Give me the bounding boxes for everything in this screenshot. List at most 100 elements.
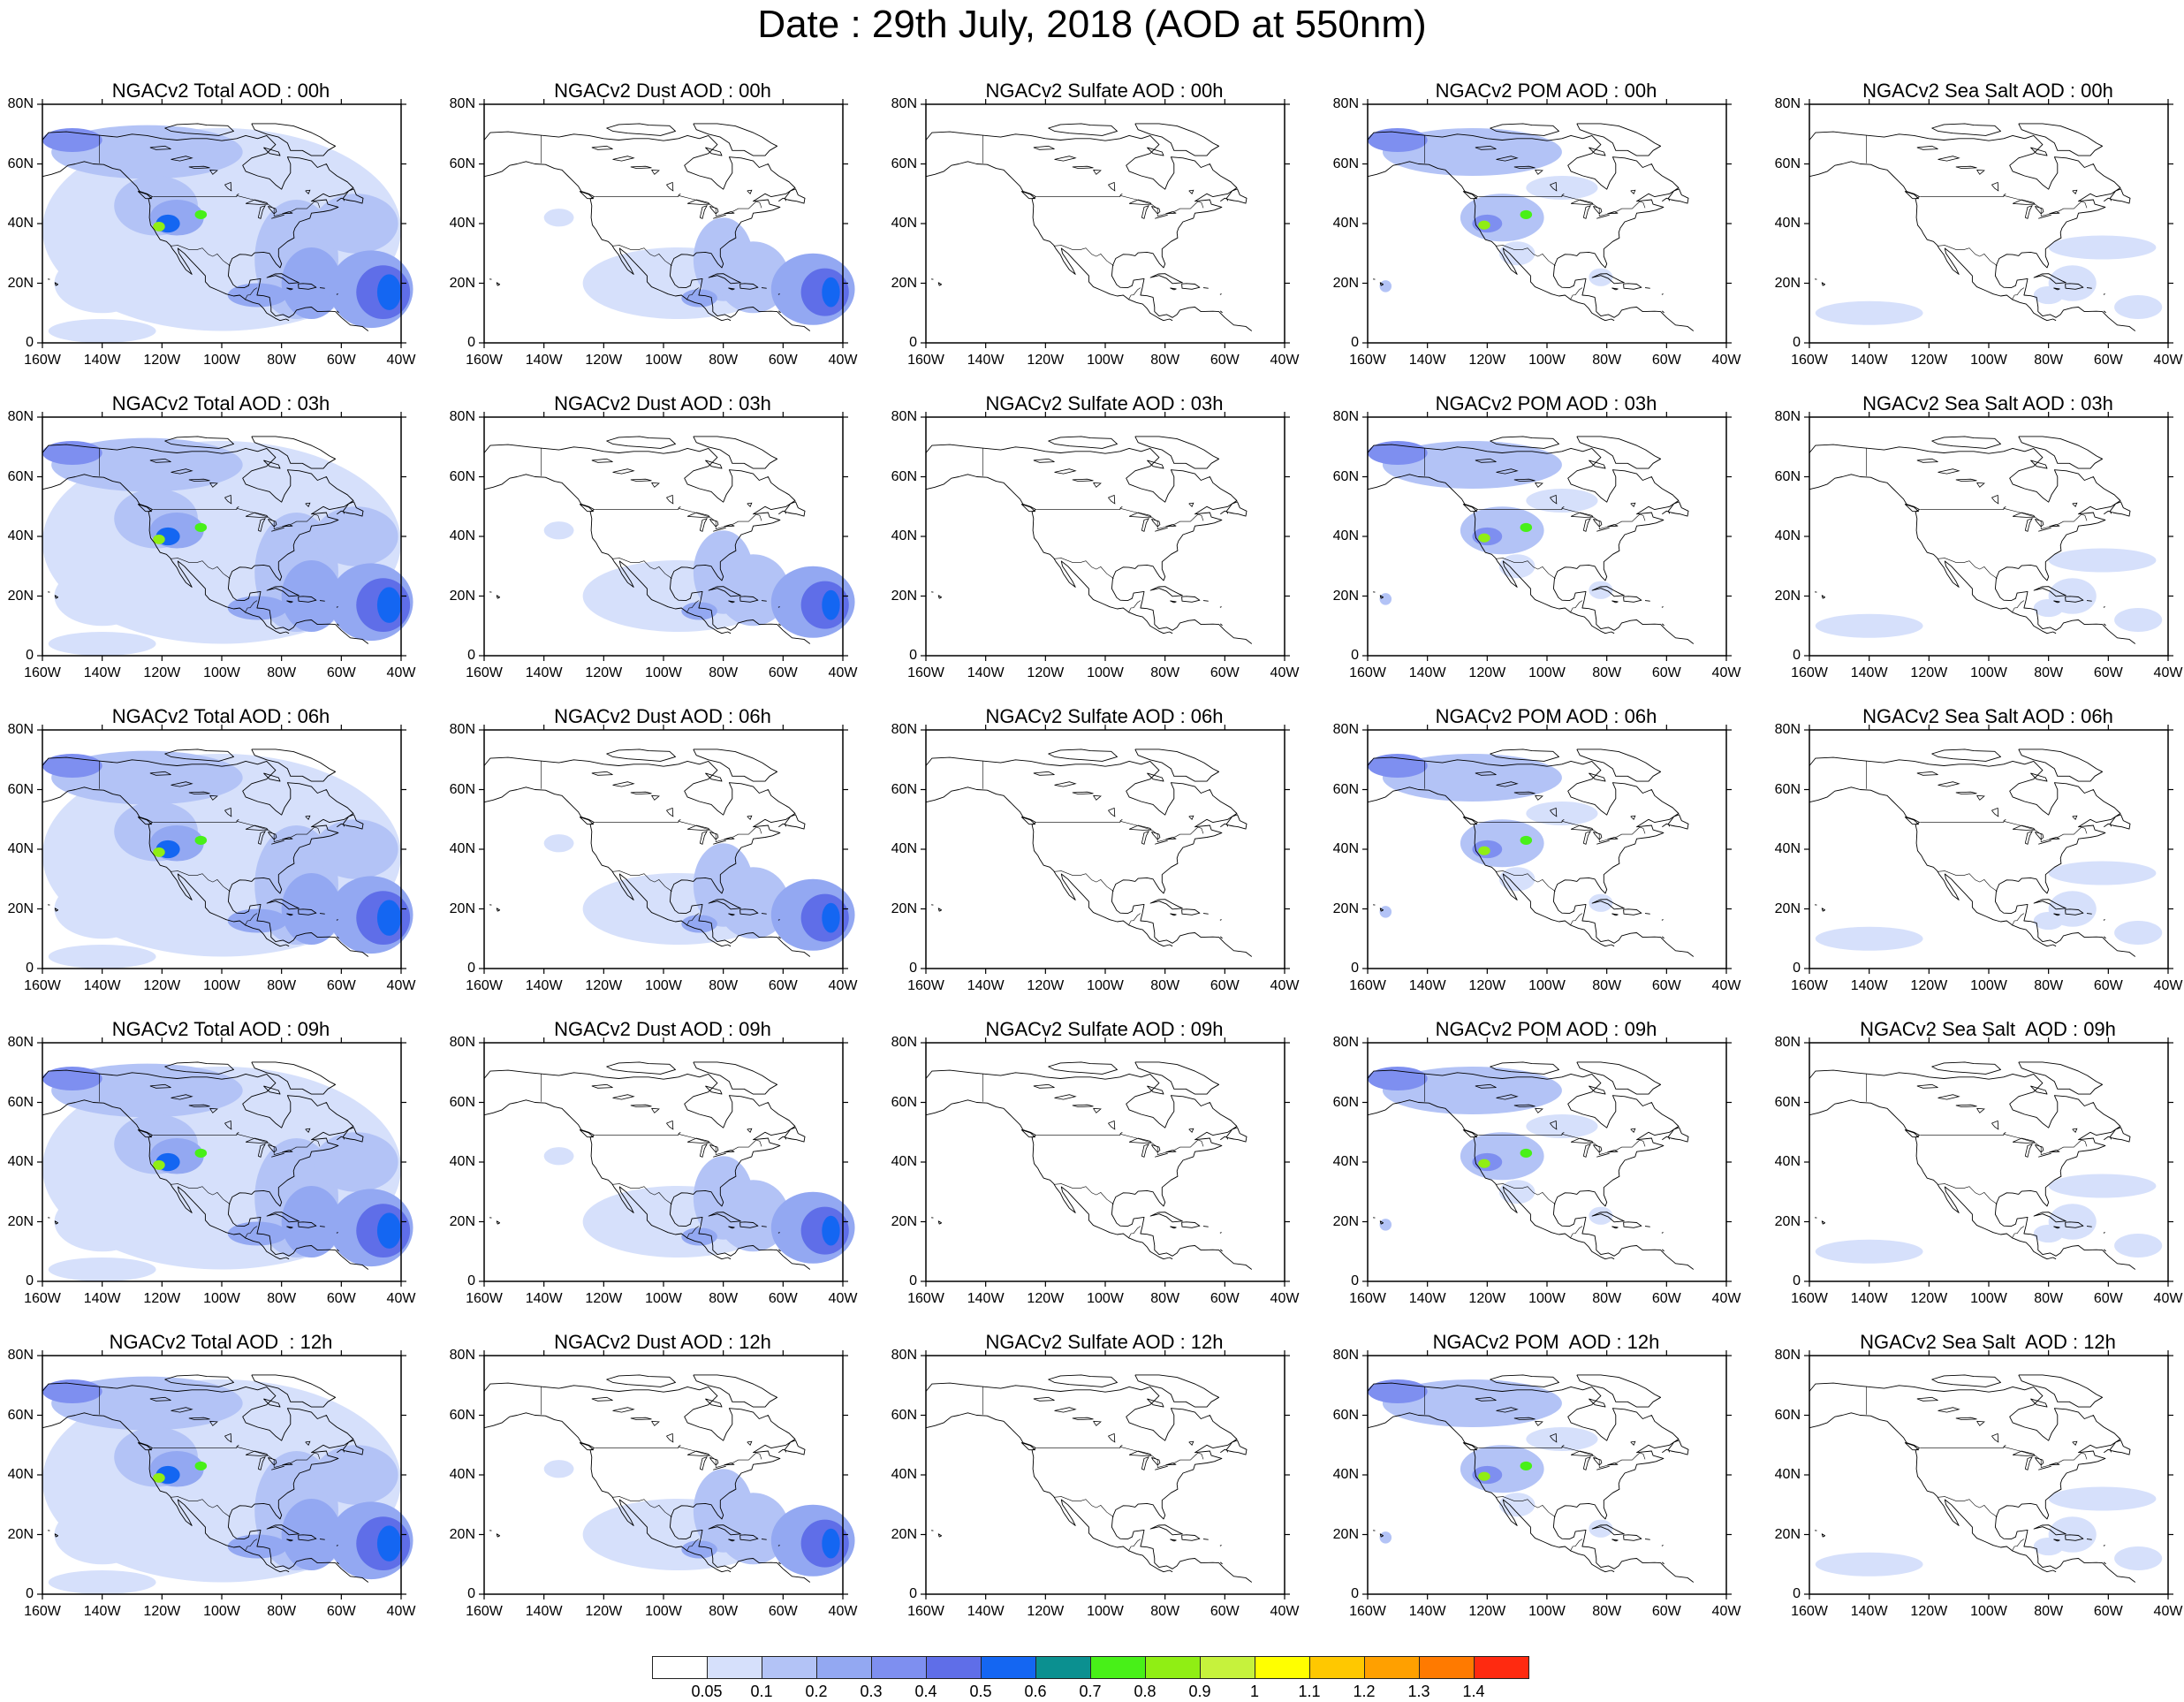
lake-outline: [1630, 502, 1636, 508]
lake-outline: [747, 815, 753, 821]
map-panel-seasalt-row4: NGACv2 Sea Salt AOD : 12h 80N 60N 40N 20N 0 16…: [1767, 1331, 2184, 1640]
coastline: [705, 772, 723, 782]
panel-title: NGACv2 POM AOD : 00h: [1435, 80, 1657, 102]
lat-tick-label: 80N: [891, 409, 917, 424]
coastline: [483, 1099, 732, 1260]
lon-tick-label: 40W: [1711, 1291, 1741, 1306]
colorbar-swatch: [816, 1656, 872, 1679]
lake-outline: [666, 807, 674, 817]
coastline: [1809, 131, 2136, 331]
panel-title: NGACv2 Sulfate AOD : 06h: [985, 705, 1224, 727]
lake-outline: [271, 1465, 284, 1470]
coastline: [54, 595, 59, 599]
page-title: Date : 29th July, 2018 (AOD at 550nm): [757, 3, 1427, 46]
lon-tick-label: 160W: [907, 353, 944, 368]
coastline: [2030, 147, 2048, 156]
aod-patch: [822, 1215, 840, 1246]
lat-tick-label: 20N: [7, 1526, 34, 1542]
lake-outline: [2012, 199, 2036, 205]
lon-tick-label: 60W: [2093, 1604, 2123, 1619]
coastline: [298, 908, 317, 916]
coastline: [925, 1099, 1173, 1260]
lat-tick-label: 20N: [7, 1213, 34, 1229]
lon-tick-label: 100W: [1087, 1291, 1124, 1306]
lon-tick-label: 140W: [967, 1604, 1005, 1619]
coastline: [925, 131, 1253, 331]
lake-outline: [1128, 512, 1152, 518]
colorbar-label: 0.8: [1134, 1683, 1156, 1700]
lake-outline: [1128, 199, 1152, 205]
lat-tick-label: 40N: [1774, 1467, 1801, 1482]
coastline: [286, 287, 293, 291]
coastline: [1821, 1220, 1826, 1225]
coastline: [1662, 1440, 1689, 1455]
lake-outline: [2049, 837, 2060, 840]
lon-tick-label: 100W: [203, 978, 240, 993]
aod-patch: [376, 900, 401, 936]
coastline: [1623, 1221, 1642, 1228]
lon-tick-label: 80W: [709, 665, 739, 680]
lake-outline: [257, 205, 266, 219]
aod-patch: [153, 1159, 165, 1170]
lake-outline: [1550, 181, 1558, 192]
country-border: [1496, 245, 1556, 266]
lon-tick-label: 140W: [967, 665, 1005, 680]
panel-title: NGACv2 Sea Salt AOD : 00h: [1862, 80, 2113, 102]
lake-outline: [1151, 1457, 1161, 1466]
lon-tick-label: 100W: [1970, 978, 2007, 993]
lon-tick-label: 140W: [1408, 1291, 1446, 1306]
lake-outline: [2012, 1450, 2036, 1456]
lat-tick-label: 20N: [7, 588, 34, 604]
lon-tick-label: 120W: [1027, 978, 1065, 993]
lon-tick-label: 60W: [768, 1604, 798, 1619]
lake-outline: [1916, 771, 1938, 776]
aod-patch: [54, 878, 150, 939]
lon-tick-label: 120W: [143, 353, 181, 368]
coastline: [42, 786, 290, 947]
aod-patch: [376, 587, 401, 623]
coastline: [1589, 1398, 1606, 1408]
lake-outline: [209, 1107, 218, 1113]
country-border: [595, 194, 762, 217]
lat-tick-label: 40N: [7, 841, 34, 856]
aod-patch: [281, 1186, 342, 1258]
coastline: [925, 444, 1253, 644]
coastline: [337, 936, 339, 939]
lon-tick-label: 120W: [1027, 1604, 1065, 1619]
lake-outline: [305, 815, 311, 821]
lon-tick-label: 160W: [466, 353, 503, 368]
coastline: [1149, 586, 1183, 597]
coastline: [2030, 1085, 2048, 1095]
coastline: [1020, 1129, 1035, 1138]
coastline: [1367, 444, 1695, 644]
lat-tick-label: 20N: [1332, 900, 1359, 916]
aod-patch: [376, 274, 401, 310]
lat-tick-label: 20N: [1774, 275, 1801, 291]
aod-patch: [54, 1504, 150, 1565]
coastline: [1821, 282, 1826, 286]
lon-tick-label: 100W: [645, 665, 682, 680]
coastline: [1149, 1212, 1183, 1223]
coastline: [1170, 913, 1177, 916]
lon-tick-label: 40W: [386, 1291, 416, 1306]
aod-patch: [2114, 921, 2163, 945]
lon-tick-label: 100W: [203, 1291, 240, 1306]
lon-tick-label: 60W: [326, 665, 356, 680]
lat-tick-label: 80N: [1332, 722, 1359, 737]
lake-outline: [1593, 206, 1603, 215]
lake-outline: [236, 1131, 239, 1135]
lat-tick-label: 60N: [891, 468, 917, 484]
aod-patch: [2114, 295, 2163, 319]
coastline: [708, 273, 741, 285]
aod-patch: [1460, 506, 1544, 555]
lake-outline: [2072, 189, 2078, 195]
coastline: [496, 282, 501, 286]
coastline: [708, 899, 741, 910]
coastline: [2030, 1398, 2048, 1408]
coastline: [728, 913, 735, 916]
country-border: [2012, 600, 2025, 613]
lake-outline: [1155, 214, 1168, 219]
lat-tick-label: 40N: [449, 1154, 475, 1169]
coastline: [1644, 287, 1650, 289]
coastline: [1134, 1061, 1220, 1095]
